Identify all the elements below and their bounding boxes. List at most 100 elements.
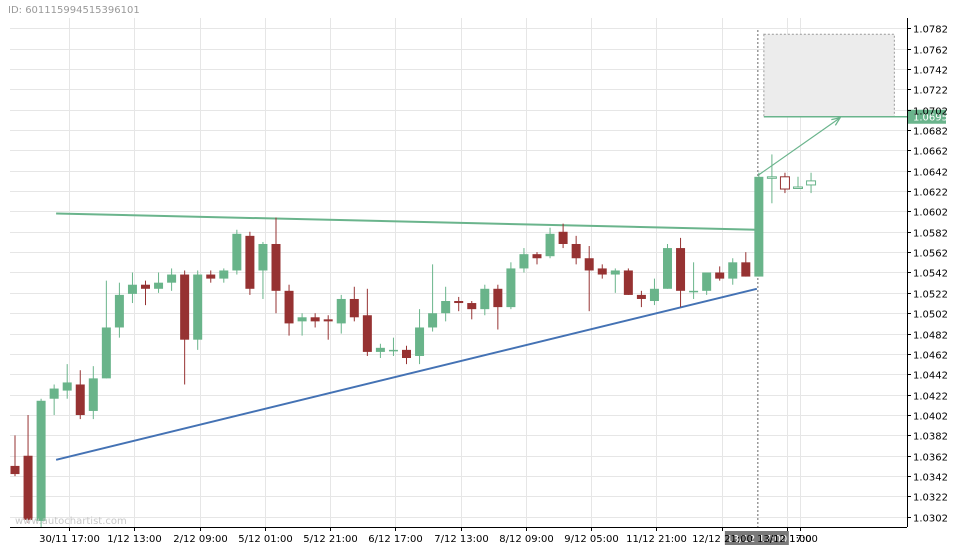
candle-body	[649, 288, 659, 302]
y-tick-label: 1.0782	[913, 25, 948, 36]
candles	[10, 154, 817, 527]
y-tick-label: 1.0442	[913, 371, 948, 382]
candle	[206, 270, 216, 283]
candle-body	[36, 400, 46, 521]
candle-body	[636, 294, 646, 299]
support-line	[55, 287, 758, 461]
candle	[649, 278, 659, 306]
candle	[323, 315, 333, 340]
candle-body	[245, 235, 255, 289]
candle-body	[441, 301, 451, 314]
candle	[388, 337, 398, 356]
candle-body	[571, 243, 581, 259]
candle-body	[219, 270, 229, 279]
candle-body	[702, 272, 712, 291]
candle	[597, 264, 607, 279]
highlight-time-badge	[724, 531, 789, 545]
y-tick-label: 1.0562	[913, 249, 948, 260]
y-tick-label: 1.0422	[913, 392, 948, 403]
candle-body	[454, 301, 464, 304]
candle-body	[49, 388, 59, 399]
candle-body	[676, 248, 686, 291]
x-tick-label: 30/11 17:00	[39, 534, 100, 545]
candle	[167, 268, 177, 291]
y-tick-label: 1.0762	[913, 46, 948, 57]
x-tick-label: 1:00	[789, 534, 811, 545]
candle-body	[141, 284, 150, 289]
x-tick-label: 8/12 09:00	[499, 534, 553, 545]
y-tick-label: 1.0482	[913, 331, 948, 342]
candle-body	[388, 349, 398, 352]
candle	[141, 280, 150, 306]
candle	[245, 231, 255, 295]
candle-body	[297, 317, 307, 322]
candle	[49, 384, 59, 416]
candle-body	[402, 349, 411, 359]
candle	[766, 154, 777, 204]
candle-body	[88, 378, 98, 411]
candle	[584, 246, 594, 312]
candle	[636, 290, 646, 308]
grid	[10, 18, 907, 527]
candle	[402, 345, 411, 365]
highlight-time-label: 13/12 17:00	[726, 534, 787, 545]
candle-body	[754, 176, 764, 277]
y-tick-label: 1.0642	[913, 168, 948, 179]
candle	[610, 268, 620, 293]
candle-body	[428, 313, 438, 328]
x-tick-label: 13/12 17:00	[757, 534, 818, 545]
y-tick-label: 1.0322	[913, 493, 948, 504]
chart-id-label: ID: 601115994515396101	[8, 5, 140, 16]
candle	[62, 364, 72, 399]
x-tick-label: 9/12 05:00	[564, 534, 618, 545]
candle	[127, 272, 137, 304]
candle-body	[532, 254, 542, 259]
candle-body	[323, 319, 333, 322]
candle-body	[415, 327, 425, 356]
candle-body	[193, 274, 203, 340]
candle	[663, 243, 672, 289]
candle-body	[741, 262, 751, 277]
candle-body	[480, 288, 490, 310]
y-tick-label: 1.0462	[913, 351, 948, 362]
candle-body	[545, 233, 555, 257]
candle	[154, 272, 164, 293]
candle	[506, 262, 516, 310]
candle	[806, 172, 817, 194]
candle	[375, 343, 385, 359]
candle-body	[506, 268, 516, 308]
resistance-line	[56, 212, 757, 231]
candle-body	[597, 268, 607, 275]
candle	[741, 252, 751, 277]
candle	[441, 286, 451, 322]
candle	[101, 280, 111, 379]
projection-arrow-line	[758, 117, 841, 176]
candle-body	[689, 290, 699, 293]
candle	[728, 258, 738, 285]
candle	[310, 313, 320, 328]
candle	[571, 235, 581, 265]
candle-body	[519, 254, 529, 269]
candle	[480, 284, 490, 316]
candle	[558, 223, 568, 249]
candle	[676, 237, 686, 308]
candle-body	[728, 262, 738, 279]
candle-body	[310, 317, 320, 322]
candle	[493, 284, 503, 330]
projection-arrow-head	[831, 116, 842, 126]
candle	[715, 266, 725, 281]
candle	[88, 366, 98, 420]
y-tick-label: 1.0742	[913, 66, 948, 77]
y-tick-label: 1.0722	[913, 86, 948, 97]
y-tick-label: 1.0542	[913, 269, 948, 280]
x-tick-label: 12/12 21:00	[692, 534, 753, 545]
candle-body	[232, 233, 242, 271]
candle-body	[258, 243, 268, 271]
candle	[258, 241, 268, 299]
projection-zone	[757, 30, 907, 527]
candle	[75, 370, 85, 420]
candle	[467, 301, 477, 320]
candle	[180, 270, 190, 385]
